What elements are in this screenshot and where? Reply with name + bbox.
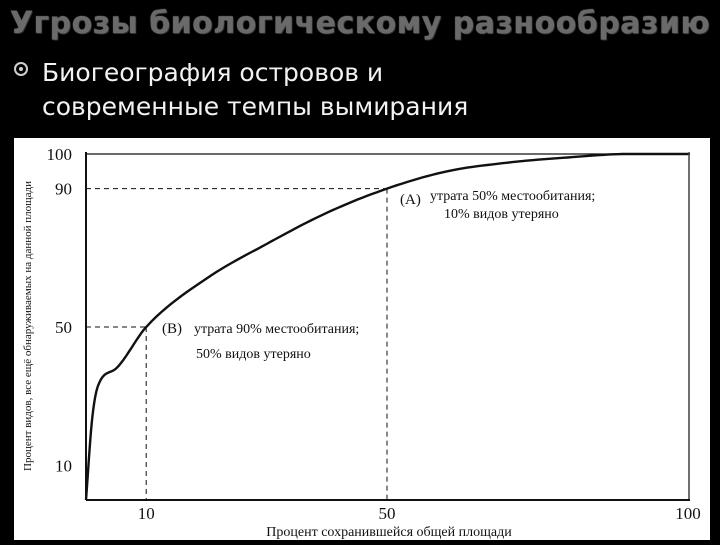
y-tick-labels: 10 50 90 100 <box>47 145 73 475</box>
bullet-ring-icon <box>14 62 28 76</box>
y-tick-label: 100 <box>47 145 73 164</box>
x-tick-label: 100 <box>675 504 701 523</box>
annotation-b-label: (В) <box>162 321 182 337</box>
annotation-a-line1: утрата 50% местообитания; <box>430 189 595 204</box>
x-tick-label: 10 <box>138 504 155 523</box>
annotation-a-label: (А) <box>400 192 421 208</box>
slide-title: Угрозы биологическому разнообразию <box>9 6 711 41</box>
y-tick-label: 50 <box>55 318 72 337</box>
annotation-b-line2: 50% видов утеряно <box>196 347 311 362</box>
y-axis-label: Процент видов, все ещё обнаруживаемых на… <box>22 181 34 471</box>
axes <box>85 152 690 501</box>
x-axis-label: Процент сохранившейся общей площади <box>266 525 512 540</box>
species-area-curve <box>84 152 688 501</box>
bullet-text: Биогеография островов и современные темп… <box>42 56 702 124</box>
chart-svg: 10 50 90 100 10 50 100 (А) утрата 50% местооб… <box>22 145 701 540</box>
x-tick-labels: 10 50 100 <box>138 504 701 523</box>
annotation-a-line2: 10% видов утеряно <box>444 207 559 222</box>
bullet-line-1: Биогеография островов и <box>42 58 384 87</box>
annotation-b: (В) утрата 90% местообитания; 50% видов … <box>162 321 359 362</box>
y-tick-label: 10 <box>55 456 72 475</box>
y-tick-label: 90 <box>55 180 72 199</box>
x-tick-label: 50 <box>379 504 396 523</box>
guide-lines <box>86 188 388 500</box>
bullet-line-2: современные темпы вымирания <box>42 92 469 121</box>
annotation-a: (А) утрата 50% местообитания; 10% видов … <box>400 189 595 222</box>
annotation-b-line1: утрата 90% местообитания; <box>194 322 359 337</box>
chart-area: 10 50 90 100 10 50 100 (А) утрата 50% местооб… <box>14 138 710 540</box>
